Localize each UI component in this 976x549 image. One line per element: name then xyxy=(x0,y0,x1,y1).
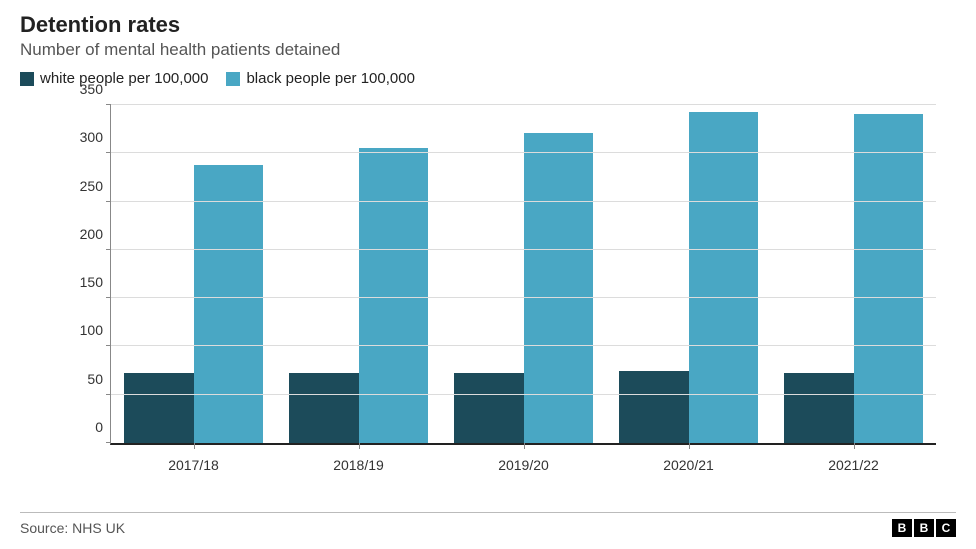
ytick-label: 300 xyxy=(80,129,111,145)
ytick-label: 100 xyxy=(80,322,111,338)
legend-swatch xyxy=(20,72,34,86)
ytick-label: 200 xyxy=(80,226,111,242)
xtick-mark xyxy=(194,443,195,449)
ytick-mark xyxy=(106,297,111,298)
xtick-mark xyxy=(524,443,525,449)
gridline xyxy=(111,152,936,153)
bar-group: 2021/22 xyxy=(771,105,936,443)
bbc-logo-letter: B xyxy=(892,519,912,537)
bar xyxy=(784,373,853,443)
chart-area: 2017/182018/192019/202020/212021/22 0501… xyxy=(20,95,956,485)
gridline xyxy=(111,249,936,250)
bar xyxy=(619,371,688,443)
bbc-logo: B B C xyxy=(892,519,956,537)
xtick-mark xyxy=(689,443,690,449)
bbc-logo-letter: B xyxy=(914,519,934,537)
plot-area: 2017/182018/192019/202020/212021/22 0501… xyxy=(110,105,936,445)
bar xyxy=(359,148,428,444)
gridline xyxy=(111,394,936,395)
ytick-label: 150 xyxy=(80,274,111,290)
chart-footer: Source: NHS UK B B C xyxy=(20,512,956,537)
bbc-logo-letter: C xyxy=(936,519,956,537)
gridline xyxy=(111,297,936,298)
ytick-label: 50 xyxy=(87,371,111,387)
xtick-mark xyxy=(854,443,855,449)
xtick-label: 2021/22 xyxy=(828,457,879,473)
ytick-mark xyxy=(106,394,111,395)
legend-label: white people per 100,000 xyxy=(40,70,208,87)
gridline xyxy=(111,201,936,202)
ytick-label: 0 xyxy=(95,419,111,435)
bar-group: 2019/20 xyxy=(441,105,606,443)
ytick-mark xyxy=(106,249,111,250)
ytick-mark xyxy=(106,104,111,105)
ytick-mark xyxy=(106,442,111,443)
xtick-label: 2019/20 xyxy=(498,457,549,473)
bar xyxy=(454,373,523,443)
gridline xyxy=(111,345,936,346)
chart-subtitle: Number of mental health patients detaine… xyxy=(20,40,956,60)
legend-item: white people per 100,000 xyxy=(20,70,208,87)
source-label: Source: NHS UK xyxy=(20,520,125,536)
legend-swatch xyxy=(226,72,240,86)
ytick-mark xyxy=(106,152,111,153)
ytick-mark xyxy=(106,201,111,202)
legend: white people per 100,000 black people pe… xyxy=(20,70,956,87)
legend-item: black people per 100,000 xyxy=(226,70,414,87)
chart-title: Detention rates xyxy=(20,12,956,38)
legend-label: black people per 100,000 xyxy=(246,70,414,87)
bar-group: 2017/18 xyxy=(111,105,276,443)
bar xyxy=(124,373,193,443)
bar xyxy=(194,165,263,443)
xtick-mark xyxy=(359,443,360,449)
bar-group: 2020/21 xyxy=(606,105,771,443)
xtick-label: 2020/21 xyxy=(663,457,714,473)
bar-group: 2018/19 xyxy=(276,105,441,443)
ytick-label: 250 xyxy=(80,178,111,194)
bar xyxy=(289,373,358,443)
xtick-label: 2017/18 xyxy=(168,457,219,473)
xtick-label: 2018/19 xyxy=(333,457,384,473)
gridline xyxy=(111,104,936,105)
bar xyxy=(524,133,593,443)
ytick-mark xyxy=(106,345,111,346)
ytick-label: 350 xyxy=(80,81,111,97)
bar-groups: 2017/182018/192019/202020/212021/22 xyxy=(111,105,936,443)
